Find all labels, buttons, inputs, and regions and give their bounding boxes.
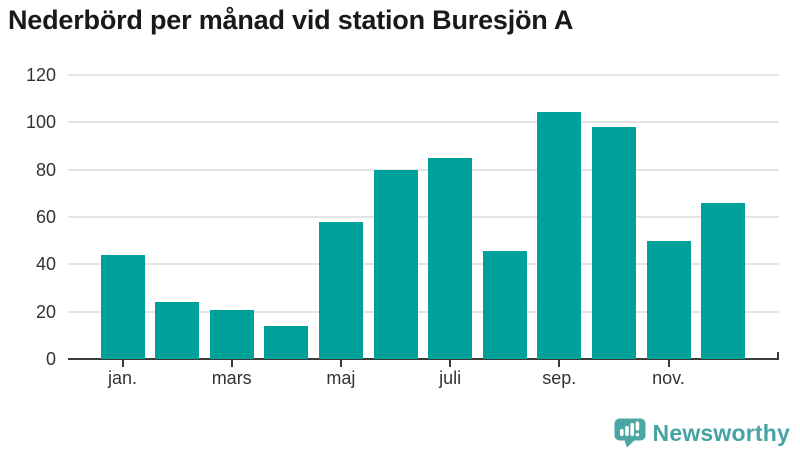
bar	[264, 325, 309, 359]
x-tick-label: juli	[439, 368, 462, 388]
gridline	[68, 263, 779, 266]
bar	[209, 310, 254, 359]
y-tick-label: 40	[35, 254, 56, 275]
x-tick	[339, 360, 342, 367]
x-tick	[230, 360, 233, 367]
x-tick	[667, 360, 670, 367]
y-axis: 0 20 40 60 80 100 120	[0, 0, 56, 450]
gridline	[68, 168, 779, 171]
bar	[646, 240, 691, 359]
bar	[537, 111, 582, 359]
y-tick-label: 60	[35, 207, 56, 227]
x-tick	[558, 360, 561, 367]
y-tick-label: 100	[25, 112, 56, 133]
y-tick-label: 20	[35, 301, 56, 322]
y-tick-label: 80	[35, 159, 56, 180]
x-tick-label: maj	[326, 368, 356, 388]
gridline	[68, 121, 779, 124]
x-tick-label: nov.	[652, 368, 685, 388]
y-tick-label: 0	[45, 349, 56, 369]
footer-brand: Newsworthy	[614, 418, 790, 448]
x-tick	[449, 360, 452, 367]
x-tick	[121, 360, 124, 367]
bar	[428, 157, 473, 359]
bar	[701, 202, 746, 359]
bar	[591, 127, 636, 359]
x-tick-label: mars	[211, 368, 252, 388]
bar	[373, 169, 418, 359]
bar	[155, 302, 200, 359]
bar	[482, 251, 527, 359]
x-axis: jan. mars maj juli sep. nov.	[68, 359, 779, 395]
plot-area	[68, 74, 779, 360]
newsworthy-chart-bubble-icon	[614, 418, 646, 448]
bar	[100, 254, 145, 359]
gridline	[68, 74, 779, 76]
x-axis-line	[68, 357, 779, 360]
y-tick-label: 120	[25, 65, 56, 85]
gridline	[68, 310, 779, 313]
chart-title: Nederbörd per månad vid station Buresjön…	[8, 5, 574, 35]
x-tick-label: sep.	[542, 368, 577, 388]
gridline	[68, 216, 779, 218]
bar	[318, 221, 363, 359]
x-tick-label: jan.	[107, 368, 138, 388]
brand-name: Newsworthy	[652, 419, 790, 446]
x-axis-end-cap	[776, 352, 779, 360]
